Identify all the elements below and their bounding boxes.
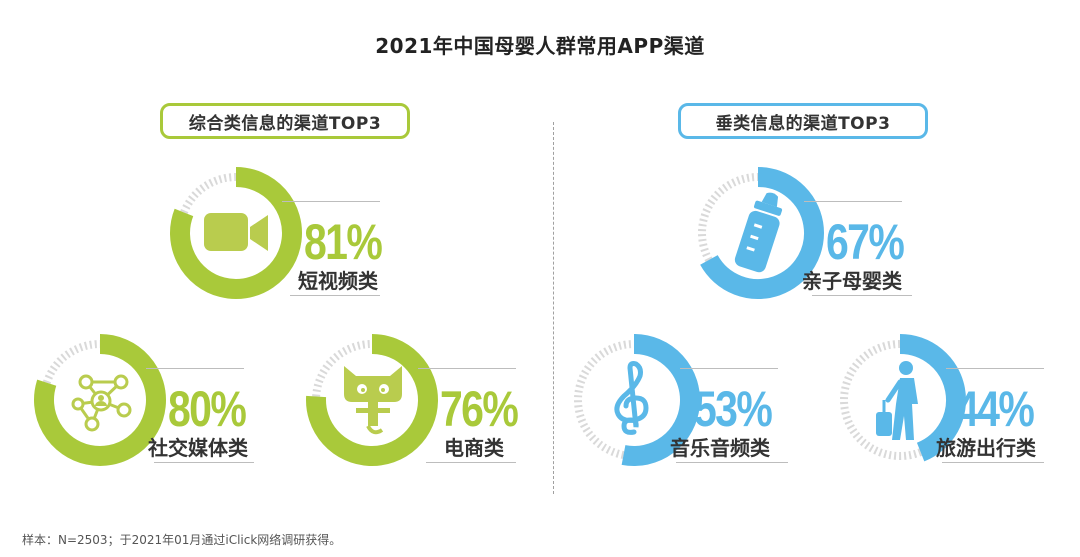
- value-label: 44%: [956, 381, 1035, 437]
- category-rule: [154, 462, 254, 463]
- donut-ring: [170, 167, 302, 299]
- value-rule: [146, 368, 244, 369]
- channel-short-video: 81% 短视频类: [168, 165, 458, 305]
- value-rule: [680, 368, 778, 369]
- category-label: 社交媒体类: [148, 436, 248, 460]
- tmall-cat-icon: [344, 366, 402, 435]
- channel-social-media: 80% 社交媒体类: [32, 332, 322, 472]
- baby-bottle-icon: [734, 192, 783, 273]
- group-title-general: 综合类信息的渠道TOP3: [160, 103, 410, 139]
- donut-track: [698, 173, 759, 262]
- donut-track: [574, 340, 634, 459]
- group-divider: [553, 122, 554, 494]
- channel-travel: 44% 旅游出行类: [832, 332, 1072, 472]
- category-label: 电商类: [444, 436, 504, 460]
- category-rule: [290, 295, 380, 296]
- category-rule: [812, 295, 912, 296]
- value-label: 80%: [168, 381, 247, 437]
- donut-value-arc: [700, 167, 824, 299]
- category-rule: [676, 462, 788, 463]
- value-rule: [804, 201, 902, 202]
- value-label: 53%: [694, 381, 773, 437]
- channel-parenting: 67% 亲子母婴类: [690, 165, 980, 305]
- donut-track: [312, 340, 373, 397]
- value-label: 81%: [304, 214, 383, 270]
- donut-value-arc: [899, 334, 966, 462]
- donut-ring: [34, 334, 166, 466]
- category-label: 短视频类: [298, 269, 378, 293]
- donut-ring: [840, 334, 966, 462]
- sample-note: 样本：N=2503；于2021年01月通过iClick网络调研获得。: [22, 533, 342, 547]
- social-network-icon: [71, 374, 132, 432]
- category-label: 音乐音频类: [670, 436, 770, 460]
- category-label: 旅游出行类: [936, 436, 1036, 460]
- category-label: 亲子母婴类: [802, 269, 902, 293]
- donut-value-arc: [34, 334, 166, 466]
- treble-clef-icon: [614, 361, 649, 435]
- channel-ecommerce: 76% 电商类: [304, 332, 594, 472]
- value-rule: [946, 368, 1044, 369]
- donut-value-arc: [621, 334, 700, 466]
- donut-ring: [698, 167, 824, 299]
- traveler-icon: [876, 361, 918, 440]
- value-rule: [282, 201, 380, 202]
- donut-value-arc: [306, 334, 438, 466]
- value-label: 67%: [826, 214, 905, 270]
- channel-music-audio: 53% 音乐音频类: [566, 332, 856, 472]
- video-camera-icon: [204, 213, 268, 251]
- group-title-vertical: 垂类信息的渠道TOP3: [678, 103, 928, 139]
- value-rule: [418, 368, 516, 369]
- category-rule: [942, 462, 1044, 463]
- donut-ring: [574, 334, 700, 466]
- donut-value-arc: [170, 167, 302, 299]
- chart-title: 2021年中国母婴人群常用APP渠道: [375, 34, 705, 58]
- donut-track: [42, 340, 101, 385]
- category-rule: [426, 462, 516, 463]
- value-label: 76%: [440, 381, 519, 437]
- donut-ring: [306, 334, 438, 466]
